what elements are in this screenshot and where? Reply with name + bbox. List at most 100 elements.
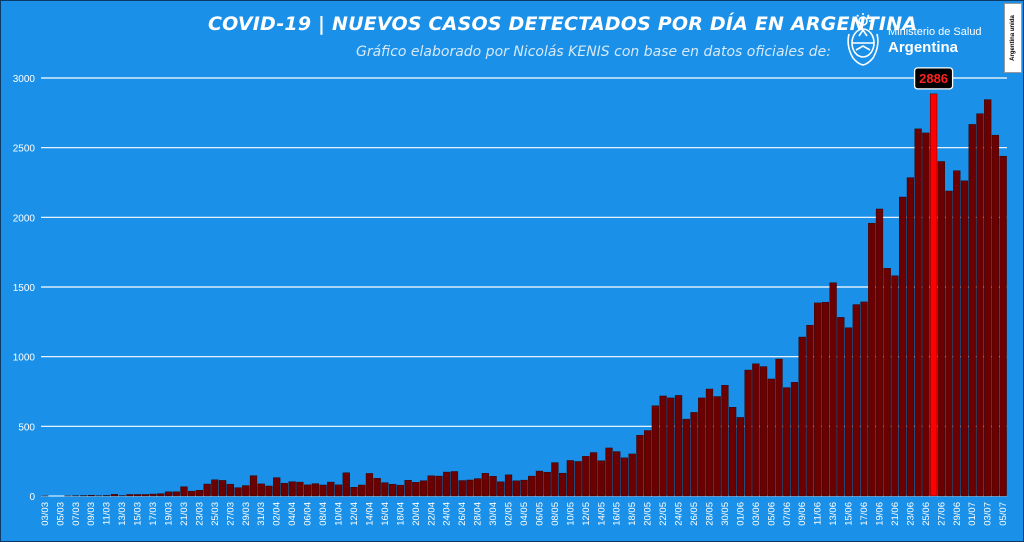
argentina-unida-badge: Argentina unida: [1004, 3, 1022, 73]
bar: [180, 486, 188, 497]
bar: [435, 475, 443, 497]
bar: [775, 358, 783, 497]
x-tick-label: 05/07: [998, 502, 1009, 526]
bar: [133, 494, 142, 497]
bar: [373, 478, 381, 497]
bar: [126, 494, 134, 497]
bar: [837, 317, 845, 497]
x-tick-label: 13/03: [117, 502, 128, 526]
bar: [327, 481, 335, 497]
bar: [504, 474, 513, 497]
bar: [419, 480, 428, 497]
national-seal-icon: [847, 13, 879, 66]
bar: [589, 452, 598, 497]
bar: [914, 128, 922, 497]
x-tick-label: 01/06: [735, 502, 746, 526]
bar: [667, 397, 675, 497]
x-tick-label: 24/04: [442, 502, 453, 526]
bar: [829, 282, 837, 497]
bar: [149, 493, 157, 497]
x-tick-label: 30/05: [720, 502, 731, 526]
bar: [644, 430, 652, 497]
x-tick-label: 06/04: [303, 502, 314, 526]
ministry-logo: Ministerio de Salud Argentina: [844, 12, 994, 68]
y-axis-ticks: 0 500 1000 1500 2000 2500 3000: [13, 74, 36, 503]
bar: [937, 161, 945, 497]
bar: [350, 487, 358, 497]
x-tick-label: 07/03: [71, 502, 82, 526]
bar: [164, 491, 173, 497]
bar: [868, 222, 876, 497]
bar: [899, 196, 907, 497]
bar: [520, 479, 528, 497]
bar: [311, 483, 319, 497]
bar: [960, 180, 969, 497]
bar: [674, 395, 683, 497]
bar: [319, 484, 327, 497]
bar: [721, 385, 729, 497]
x-tick-label: 05/06: [766, 502, 777, 526]
x-tick-label: 29/06: [952, 502, 963, 526]
bar: [891, 275, 899, 497]
bar: [651, 405, 659, 497]
bar: [458, 480, 466, 497]
y-tick-label: 1500: [13, 283, 36, 294]
bar: [528, 475, 536, 497]
ministry-country: Argentina: [888, 39, 959, 56]
bar: [110, 494, 119, 497]
bar: [752, 363, 760, 497]
x-tick-label: 28/05: [704, 502, 715, 526]
bar: [543, 471, 551, 497]
bar: [257, 483, 265, 497]
x-tick-label: 23/03: [194, 502, 205, 526]
bar: [342, 472, 350, 497]
bar: [844, 327, 853, 497]
x-tick-label: 09/03: [86, 502, 97, 526]
x-tick-label: 06/05: [534, 502, 545, 526]
bar: [234, 487, 242, 497]
bar: [906, 177, 915, 497]
y-tick-label: 0: [29, 492, 35, 503]
x-tick-label: 21/06: [890, 502, 901, 526]
bar: [466, 479, 474, 497]
x-tick-label: 16/05: [612, 502, 623, 526]
bar: [875, 208, 884, 497]
y-tick-label: 2500: [13, 144, 36, 155]
badge-text: Argentina unida: [1010, 15, 1016, 61]
x-tick-label: 14/05: [596, 502, 607, 526]
bar: [450, 471, 459, 497]
bar: [999, 155, 1007, 497]
x-tick-label: 03/03: [40, 502, 51, 526]
bar: [798, 336, 806, 497]
x-tick-label: 19/03: [164, 502, 175, 526]
bar: [705, 388, 714, 497]
bar: [157, 493, 165, 497]
peak-callout: 2886: [913, 67, 954, 90]
x-axis-ticks: 03/03 05/03 07/03 09/03 11/03 13/03 15/03 17/03…: [40, 502, 1009, 526]
bar: [729, 407, 737, 497]
bar: [759, 366, 768, 497]
bar: [474, 478, 482, 497]
x-tick-label: 31/03: [256, 502, 267, 526]
x-tick-label: 10/05: [565, 502, 576, 526]
bar: [296, 481, 304, 497]
bar: [497, 481, 505, 497]
bar: [582, 456, 590, 497]
bar: [141, 494, 149, 497]
bar: [265, 485, 273, 497]
bar: [698, 397, 706, 497]
x-tick-label: 18/04: [395, 502, 406, 526]
x-tick-label: 21/03: [179, 502, 190, 526]
x-tick-label: 08/05: [550, 502, 561, 526]
bar: [103, 495, 111, 497]
x-tick-label: 27/06: [936, 502, 947, 526]
bar: [218, 480, 227, 497]
x-tick-label: 22/04: [426, 502, 437, 526]
x-tick-label: 01/07: [967, 502, 978, 526]
x-tick-label: 09/06: [797, 502, 808, 526]
bar: [713, 396, 721, 497]
bar: [172, 491, 180, 497]
bar: [945, 190, 953, 497]
bar: [976, 113, 984, 497]
